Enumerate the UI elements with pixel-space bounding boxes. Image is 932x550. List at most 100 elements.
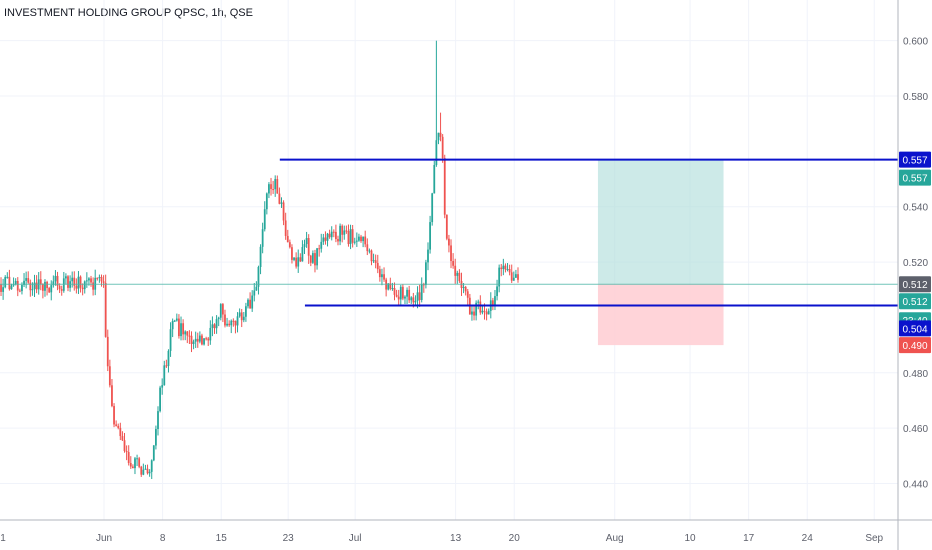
candle-body bbox=[131, 466, 134, 469]
candle-body bbox=[184, 331, 187, 335]
candle-body bbox=[167, 350, 170, 366]
candle-body bbox=[6, 276, 9, 278]
candle-body bbox=[209, 327, 212, 341]
candle-body bbox=[311, 253, 314, 263]
candle-body bbox=[155, 429, 157, 446]
candle-body bbox=[178, 318, 180, 337]
candle-body bbox=[56, 275, 59, 287]
candle-body bbox=[282, 202, 285, 221]
candle-body bbox=[261, 229, 264, 247]
candle-body bbox=[219, 304, 222, 318]
candle-body bbox=[404, 296, 406, 299]
price-label-box bbox=[899, 169, 931, 186]
candle-body bbox=[182, 323, 185, 335]
candle-body bbox=[115, 424, 118, 426]
candle-body bbox=[240, 312, 243, 321]
candle-body bbox=[301, 247, 304, 262]
candle-body bbox=[435, 140, 438, 166]
candle-body bbox=[431, 193, 434, 223]
candle-body bbox=[257, 267, 260, 287]
candle-body bbox=[263, 209, 266, 230]
candle-body bbox=[234, 320, 237, 326]
candle-body bbox=[422, 284, 425, 286]
target-zone bbox=[597, 159, 724, 285]
candle-body bbox=[498, 267, 501, 287]
candle-body bbox=[378, 269, 381, 278]
candle-body bbox=[157, 411, 159, 430]
candle-body bbox=[433, 165, 436, 194]
candle-body bbox=[123, 440, 126, 451]
y-tick-label: 0.520 bbox=[903, 258, 928, 269]
candle-body bbox=[391, 288, 394, 290]
candle-body bbox=[27, 278, 30, 283]
candle-body bbox=[236, 316, 239, 326]
candle-body bbox=[134, 458, 136, 469]
candle-body bbox=[328, 233, 331, 238]
candle-body bbox=[353, 241, 356, 243]
candle-body bbox=[71, 277, 74, 282]
price-label-box bbox=[899, 320, 931, 337]
candle-body bbox=[125, 450, 128, 453]
candle-body bbox=[255, 286, 258, 291]
price-label-box bbox=[899, 337, 931, 354]
candle-body bbox=[504, 265, 507, 270]
candle-body bbox=[410, 297, 413, 301]
price-label-text: 0.490 bbox=[902, 341, 927, 352]
candle-body bbox=[259, 246, 262, 268]
candle-body bbox=[280, 202, 283, 204]
candle-body bbox=[88, 278, 90, 281]
candle-body bbox=[477, 301, 480, 303]
candle-body bbox=[186, 331, 189, 336]
candle-body bbox=[230, 320, 233, 326]
candle-body bbox=[358, 236, 360, 241]
candle-body bbox=[21, 285, 23, 292]
candle-body bbox=[347, 230, 350, 245]
candle-body bbox=[276, 179, 279, 194]
chart-title: INVESTMENT HOLDING GROUP QPSC, 1h, QSE bbox=[4, 7, 253, 19]
candle-body bbox=[265, 193, 268, 210]
candle-body bbox=[196, 338, 199, 342]
candle-body bbox=[60, 289, 63, 291]
candle-body bbox=[397, 296, 400, 300]
candle-body bbox=[100, 276, 103, 282]
candle-body bbox=[479, 301, 482, 313]
candle-body bbox=[284, 220, 287, 236]
candle-body bbox=[452, 261, 455, 266]
candle-body bbox=[429, 222, 431, 250]
stop-zone bbox=[597, 284, 724, 346]
candle-body bbox=[25, 278, 28, 281]
price-label-text: 0.512 bbox=[902, 280, 927, 291]
candle-body bbox=[307, 238, 310, 256]
candle-body bbox=[213, 324, 216, 329]
candle-body bbox=[425, 262, 427, 286]
candle-body bbox=[96, 277, 99, 279]
candle-body bbox=[180, 323, 182, 337]
price-label-text: 0.512 bbox=[902, 297, 927, 308]
x-tick-label: 23 bbox=[283, 533, 295, 544]
x-tick-label: Jun bbox=[96, 533, 112, 544]
candle-body bbox=[471, 311, 473, 315]
candle-body bbox=[140, 466, 143, 475]
candle-body bbox=[119, 427, 122, 437]
price-label-box bbox=[899, 293, 931, 310]
candle-body bbox=[485, 311, 488, 315]
candle-body bbox=[418, 292, 421, 300]
candle-body bbox=[515, 274, 517, 278]
candle-body bbox=[427, 249, 429, 263]
candle-body bbox=[35, 282, 38, 290]
candle-body bbox=[207, 338, 210, 341]
candle-body bbox=[343, 230, 346, 235]
candle-body bbox=[144, 468, 147, 470]
candle-body bbox=[104, 282, 107, 337]
candle-body bbox=[332, 231, 335, 233]
candle-body bbox=[163, 365, 166, 386]
candle-body bbox=[500, 267, 503, 270]
candle-body bbox=[245, 306, 247, 317]
candle-body bbox=[171, 321, 174, 330]
candle-body bbox=[205, 338, 208, 340]
candle-body bbox=[198, 335, 201, 342]
candle-body bbox=[48, 288, 51, 293]
candle-body bbox=[341, 225, 344, 235]
candle-body bbox=[454, 265, 457, 276]
